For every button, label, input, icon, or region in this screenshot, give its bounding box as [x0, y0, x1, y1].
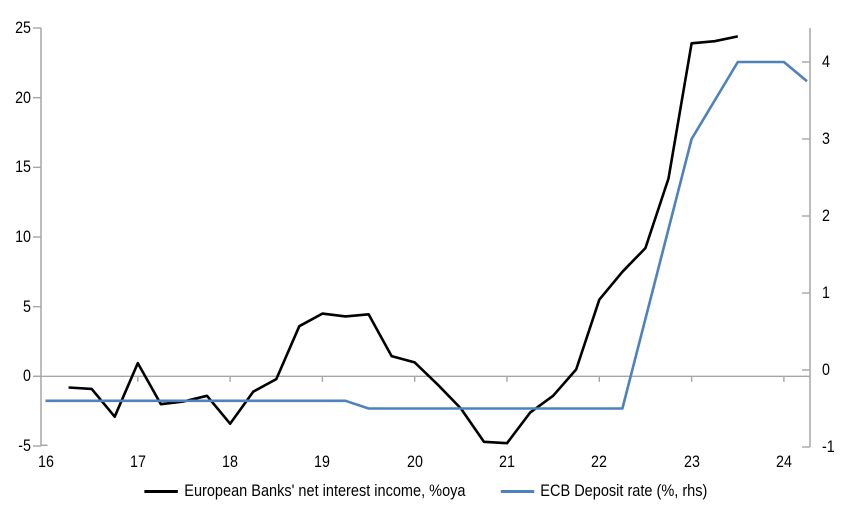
y-axis-right-tick-label: 2: [822, 206, 830, 225]
y-axis-right-tick-label: 4: [822, 52, 830, 71]
x-axis-tick-label: 23: [683, 452, 700, 471]
x-axis-tick-label: 19: [314, 452, 331, 471]
x-axis-tick-label: 21: [499, 452, 515, 471]
y-axis-right-tick-label: 3: [822, 129, 830, 148]
y-axis-left-tick-label: 25: [15, 18, 31, 37]
x-axis-tick-label: 17: [129, 452, 146, 471]
legend-item-net-interest-income: European Banks' net interest income, %oy…: [144, 482, 466, 501]
y-axis-left-tick-label: 10: [15, 227, 31, 246]
y-axis-left-tick-label: 0: [23, 366, 31, 386]
y-axis-left-tick-label: 20: [15, 87, 31, 107]
ecb-deposit-rate-series-line: [45, 60, 808, 410]
black-line-swatch: [144, 490, 179, 493]
nii-series-line: [68, 35, 739, 445]
y-axis-left-tick-label: 5: [23, 296, 31, 316]
legend-item-ecb-deposit-rate: ECB Deposit rate (%, rhs): [500, 482, 708, 501]
x-axis-tick-label: 18: [222, 452, 239, 471]
x-axis-tick-label: 20: [406, 452, 423, 471]
y-axis-right-tick-label: 1: [822, 283, 830, 302]
legend-label-net-interest-income: European Banks' net interest income, %oy…: [184, 482, 466, 500]
legend: European Banks' net interest income, %oy…: [51, 482, 801, 501]
x-axis-tick-label: 24: [775, 452, 792, 471]
y-axis-left-tick-label: 15: [15, 157, 31, 177]
x-axis-tick-label: 16: [37, 452, 54, 471]
x-axis-tick-label: 22: [591, 452, 608, 471]
y-axis-right-tick-label: 0: [822, 360, 830, 379]
y-axis-left-tick-label: -5: [18, 436, 31, 455]
blue-line-swatch: [500, 490, 535, 493]
legend-label-ecb-deposit-rate: ECB Deposit rate (%, rhs): [540, 482, 708, 500]
y-axis-right-tick-label: -1: [822, 437, 835, 456]
